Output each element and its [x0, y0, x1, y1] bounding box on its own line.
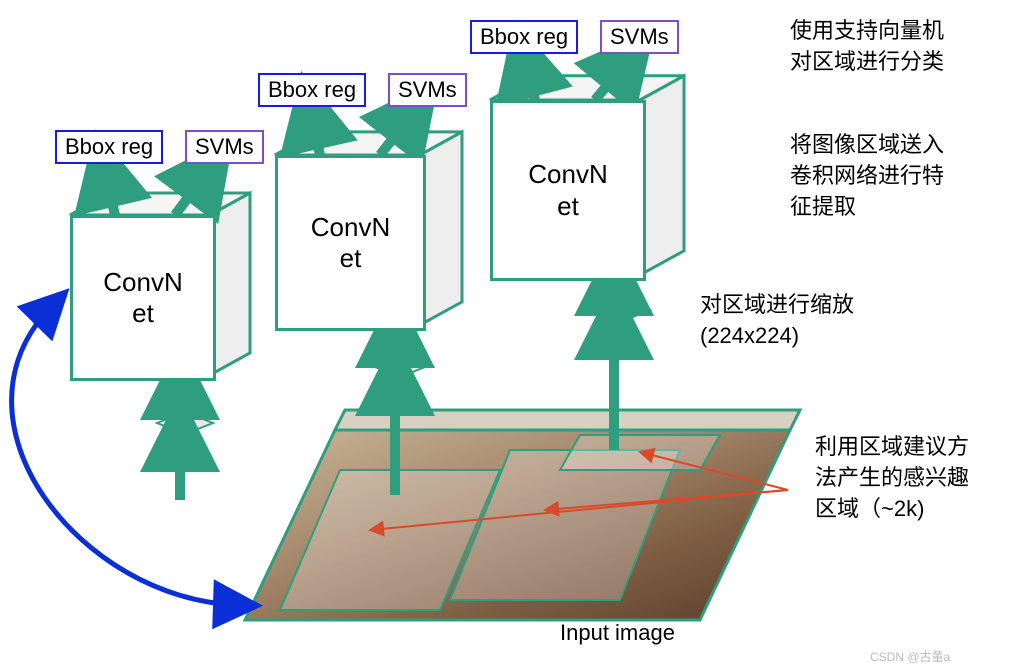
svm-box: SVMs: [388, 73, 467, 107]
warped-chip-0: [157, 412, 213, 434]
bbox1-label: Bbox reg: [65, 134, 153, 159]
convnet-cube-label-2: ConvNet: [528, 159, 607, 221]
bbox2-label: Bbox reg: [268, 77, 356, 102]
annotation-roi-l3: 区域（~2k): [815, 496, 924, 521]
bbox-reg-box: Bbox reg: [470, 20, 578, 54]
annotation-svm: 使用支持向量机 对区域进行分类: [790, 16, 944, 78]
input-image-plane-top: [335, 410, 800, 430]
svm3-label: SVMs: [610, 24, 669, 49]
annotation-roi: 利用区域建议方 法产生的感兴趣 区域（~2k): [815, 432, 969, 524]
bbox3-label: Bbox reg: [480, 24, 568, 49]
convnet-cube-label-0: ConvNet: [103, 267, 182, 329]
convnet-cube-0: ConvNet: [70, 215, 216, 381]
annotation-conv-l1: 将图像区域送入: [790, 132, 944, 157]
input-image-label: Input image: [560, 620, 675, 646]
annotation-svm-l2: 对区域进行分类: [790, 49, 944, 74]
annotation-conv-l3: 征提取: [790, 194, 856, 219]
bbox-reg-box: Bbox reg: [55, 130, 163, 164]
cube-side-0: [210, 193, 250, 375]
watermark-text: CSDN @古董a: [870, 648, 950, 665]
annotation-conv-l2: 卷积网络进行特: [790, 163, 944, 188]
annotation-scale-l2: (224x224): [700, 323, 799, 348]
annotation-roi-l1: 利用区域建议方: [815, 434, 969, 459]
annotation-scale-l1: 对区域进行缩放: [700, 292, 854, 317]
cube-side-2: [640, 76, 684, 275]
convnet-cube-label-1: ConvNet: [311, 212, 390, 274]
svm-box: SVMs: [600, 20, 679, 54]
convnet-cube-1: ConvNet: [275, 155, 426, 331]
cube-side-1: [420, 132, 462, 325]
svm2-label: SVMs: [398, 77, 457, 102]
svm1-label: SVMs: [195, 134, 254, 159]
annotation-svm-l1: 使用支持向量机: [790, 18, 944, 43]
annotation-roi-l2: 法产生的感兴趣: [815, 465, 969, 490]
annotation-scale: 对区域进行缩放 (224x224): [700, 290, 854, 352]
annotation-conv: 将图像区域送入 卷积网络进行特 征提取: [790, 130, 944, 222]
bbox-reg-box: Bbox reg: [258, 73, 366, 107]
convnet-cube-2: ConvNet: [490, 100, 646, 281]
svm-box: SVMs: [185, 130, 264, 164]
